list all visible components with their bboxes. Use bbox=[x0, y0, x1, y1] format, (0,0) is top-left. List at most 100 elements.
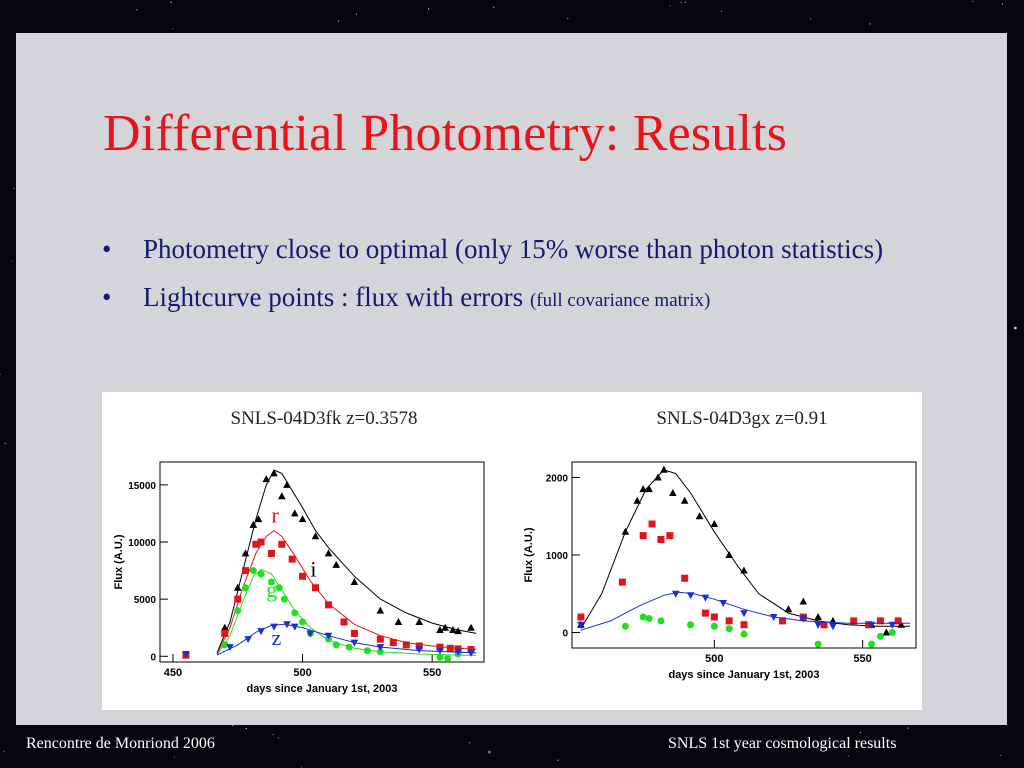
star bbox=[810, 18, 812, 20]
data-point-g bbox=[687, 621, 695, 629]
data-point-i bbox=[467, 623, 475, 631]
lightcurve-chart-04d3fk: SNLS-04D3fk z=0.3578 450 500 550 0 5000 10000 1… bbox=[113, 408, 485, 695]
data-point-i bbox=[680, 496, 689, 504]
y-axis-label: Flux (A.U.) bbox=[113, 534, 125, 589]
star bbox=[173, 756, 176, 758]
data-point-g bbox=[436, 653, 444, 661]
star bbox=[972, 0, 974, 3]
data-point-g bbox=[275, 584, 283, 592]
data-point-i bbox=[394, 618, 403, 625]
data-point-z bbox=[257, 628, 265, 636]
star bbox=[272, 733, 274, 736]
data-point-g bbox=[444, 655, 452, 663]
data-point-z bbox=[182, 651, 190, 658]
data-point-g bbox=[291, 609, 299, 617]
data-point-i bbox=[350, 578, 359, 585]
star bbox=[1013, 326, 1017, 330]
data-point-z bbox=[686, 592, 695, 600]
data-point-r bbox=[312, 584, 320, 592]
data-point-z bbox=[888, 621, 897, 629]
star bbox=[245, 728, 247, 730]
data-point-r bbox=[725, 617, 733, 625]
x-tick-label: 550 bbox=[423, 667, 441, 679]
data-point-g bbox=[888, 629, 896, 636]
data-point-r bbox=[221, 629, 229, 637]
data-point-z bbox=[740, 610, 748, 618]
data-point-z bbox=[467, 649, 475, 657]
data-point-i bbox=[669, 489, 677, 496]
x-tick-label: 500 bbox=[293, 667, 311, 679]
data-point-r bbox=[278, 540, 286, 548]
star bbox=[3, 750, 5, 753]
data-point-z bbox=[701, 594, 710, 602]
star bbox=[907, 727, 909, 729]
data-point-r bbox=[350, 629, 358, 637]
data-point-r bbox=[257, 538, 265, 546]
data-point-g bbox=[345, 643, 353, 651]
star bbox=[869, 23, 871, 25]
data-point-i bbox=[415, 618, 423, 625]
data-point-i bbox=[814, 613, 822, 620]
star bbox=[487, 750, 491, 754]
star bbox=[1001, 3, 1004, 5]
data-point-z bbox=[283, 621, 291, 629]
data-point-i bbox=[221, 623, 229, 631]
data-point-r bbox=[242, 567, 250, 575]
bullet-dot: • bbox=[102, 282, 112, 312]
star bbox=[427, 8, 430, 10]
data-point-i bbox=[645, 485, 653, 493]
data-point-r bbox=[876, 617, 884, 625]
data-point-g bbox=[376, 648, 384, 656]
plot-frame bbox=[571, 461, 917, 649]
x-tick-label: 500 bbox=[705, 653, 723, 665]
bullet-text: Photometry close to optimal (only 15% wo… bbox=[143, 234, 884, 264]
data-point-z bbox=[436, 647, 444, 655]
data-point-z bbox=[867, 621, 876, 629]
star bbox=[859, 731, 862, 734]
data-point-z bbox=[244, 636, 252, 644]
plot-frame bbox=[159, 461, 485, 663]
data-point-i bbox=[249, 520, 258, 528]
lightcurve-figure: SNLS-04D3fk z=0.3578 450 500 550 0 5000 10000 1… bbox=[102, 392, 922, 710]
data-point-i bbox=[233, 583, 242, 591]
data-point-z bbox=[454, 648, 462, 656]
data-point-i bbox=[695, 512, 704, 520]
data-point-g bbox=[639, 613, 647, 621]
fit-curve-r bbox=[216, 529, 477, 655]
data-point-r bbox=[467, 645, 475, 653]
star bbox=[468, 742, 471, 744]
data-point-g bbox=[868, 640, 876, 648]
data-point-r bbox=[577, 613, 585, 621]
data-point-i bbox=[311, 532, 320, 540]
data-point-i bbox=[454, 627, 462, 635]
data-point-g bbox=[280, 595, 288, 603]
data-point-i bbox=[241, 549, 250, 557]
data-point-z bbox=[270, 623, 278, 631]
data-point-i bbox=[441, 623, 449, 631]
star bbox=[720, 10, 723, 12]
data-point-i bbox=[633, 496, 642, 504]
bullet-list: • Photometry close to optimal (only 15% … bbox=[100, 230, 980, 330]
data-point-r bbox=[252, 540, 260, 548]
bullet-item: • Lightcurve points : flux with errors (… bbox=[100, 278, 980, 320]
data-point-i bbox=[882, 628, 891, 636]
star bbox=[170, 1, 172, 3]
star bbox=[300, 766, 303, 768]
data-point-r bbox=[865, 621, 873, 629]
data-point-i bbox=[298, 515, 307, 523]
data-point-z bbox=[814, 621, 822, 629]
fit-curve-i bbox=[580, 469, 911, 629]
data-point-i bbox=[660, 465, 668, 473]
data-point-r bbox=[779, 617, 787, 625]
data-point-r bbox=[666, 532, 674, 540]
footer-talk-title: SNLS 1st year cosmological results bbox=[668, 735, 897, 752]
data-point-g bbox=[221, 641, 229, 649]
data-point-r bbox=[389, 639, 397, 647]
data-point-g bbox=[814, 640, 822, 648]
data-point-z bbox=[799, 615, 808, 623]
data-point-r bbox=[267, 549, 275, 557]
data-point-z bbox=[290, 623, 299, 631]
data-point-r bbox=[340, 618, 348, 626]
data-point-r bbox=[288, 555, 296, 563]
data-point-z bbox=[577, 621, 585, 629]
